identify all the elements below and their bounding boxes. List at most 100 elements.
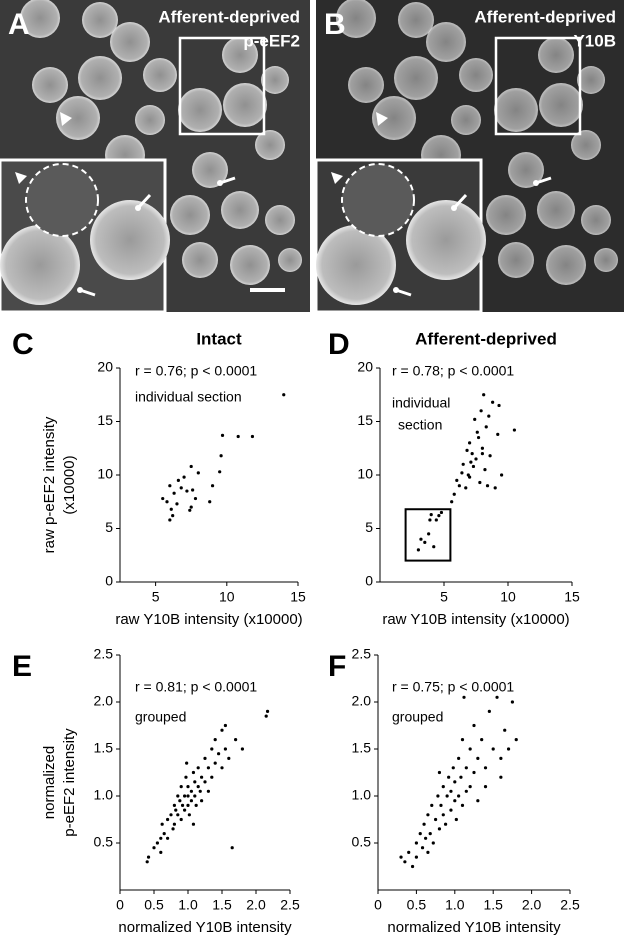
cell (143, 58, 177, 92)
point (146, 855, 151, 859)
point (172, 822, 176, 826)
point (426, 813, 430, 817)
point (480, 738, 484, 742)
micrographs: A Afferent-deprived p-eEF2 B Afferent-depriv… (0, 0, 624, 314)
point (441, 785, 445, 789)
point (432, 545, 436, 549)
annotation: r = 0.76; p < 0.0001 (135, 363, 257, 379)
dashed-cell (341, 163, 415, 237)
x-tick-label: 1.0 (178, 897, 198, 913)
point (482, 393, 486, 397)
point (182, 475, 186, 479)
cell (426, 22, 466, 62)
panel-letter: D (328, 328, 350, 361)
cell (398, 2, 434, 38)
point (484, 425, 488, 429)
cell (78, 56, 122, 100)
point (178, 799, 182, 803)
inset-frame (494, 36, 582, 136)
point (439, 803, 443, 808)
cell (32, 67, 68, 103)
annotation: r = 0.75; p < 0.0001 (392, 679, 514, 695)
cell (538, 37, 574, 73)
y-tick-label: 2.0 (94, 693, 114, 709)
point (220, 728, 224, 732)
point (191, 488, 195, 492)
y-tick-label: 1.5 (352, 740, 372, 756)
x-tick-label: 1.0 (445, 897, 465, 913)
point (217, 752, 221, 756)
point (450, 500, 454, 504)
point (430, 803, 434, 808)
x-tick-label: 15 (290, 589, 306, 605)
point (460, 738, 465, 742)
point (480, 452, 484, 456)
point (472, 770, 476, 775)
point (189, 789, 193, 793)
point (265, 709, 270, 714)
cell (508, 152, 544, 188)
point (420, 846, 425, 850)
point (145, 860, 149, 864)
point (472, 723, 476, 728)
point (223, 723, 227, 728)
x-tick-label: 5 (440, 589, 448, 605)
cell (255, 130, 285, 160)
cell (494, 88, 538, 132)
point (166, 836, 170, 840)
point (200, 775, 204, 779)
point (445, 794, 449, 798)
point (452, 492, 456, 496)
point (236, 434, 240, 439)
point (407, 850, 411, 855)
point (483, 766, 488, 770)
point (196, 766, 200, 770)
panel-letter: E (12, 650, 32, 683)
point (179, 817, 183, 822)
x-tick-label: 0.5 (407, 897, 427, 913)
point (169, 813, 173, 817)
y-tick-label: 1.5 (94, 740, 114, 756)
x-axis-label: normalized Y10B intensity (118, 919, 292, 936)
point (419, 537, 423, 541)
cell (372, 96, 416, 140)
cell (192, 152, 228, 188)
point (427, 532, 431, 536)
x-axis-label: raw Y10B intensity (x10000) (115, 611, 302, 628)
point (460, 803, 465, 808)
y-axis-label: p-eEF2 intensity (61, 728, 78, 837)
x-tick-label: 2.0 (246, 897, 266, 913)
point (453, 780, 457, 784)
point (495, 695, 499, 699)
cell (265, 205, 295, 235)
point (168, 484, 172, 488)
cell (230, 245, 270, 285)
point (512, 428, 517, 432)
cell (577, 66, 605, 94)
point (441, 813, 445, 817)
point (434, 518, 438, 522)
y-tick-label: 20 (97, 359, 113, 375)
cell (182, 242, 218, 278)
panel-letter: C (12, 328, 34, 361)
cell (221, 191, 259, 229)
image-title: Y10B (573, 31, 616, 50)
x-tick-label: 0 (116, 897, 124, 913)
point (453, 799, 457, 803)
point (219, 454, 223, 458)
cell (486, 195, 526, 235)
cell (278, 248, 302, 272)
y-tick-label: 10 (357, 466, 373, 482)
point (183, 808, 187, 812)
chart-title: Afferent-deprived (415, 329, 557, 348)
point (457, 484, 461, 488)
point (191, 770, 196, 775)
point (171, 827, 175, 831)
x-tick-label: 0.5 (144, 897, 164, 913)
arrowhead (15, 172, 27, 184)
arrow-tip (77, 287, 83, 293)
cell (56, 96, 100, 140)
point (487, 709, 491, 714)
point (424, 836, 428, 840)
point (499, 756, 503, 761)
